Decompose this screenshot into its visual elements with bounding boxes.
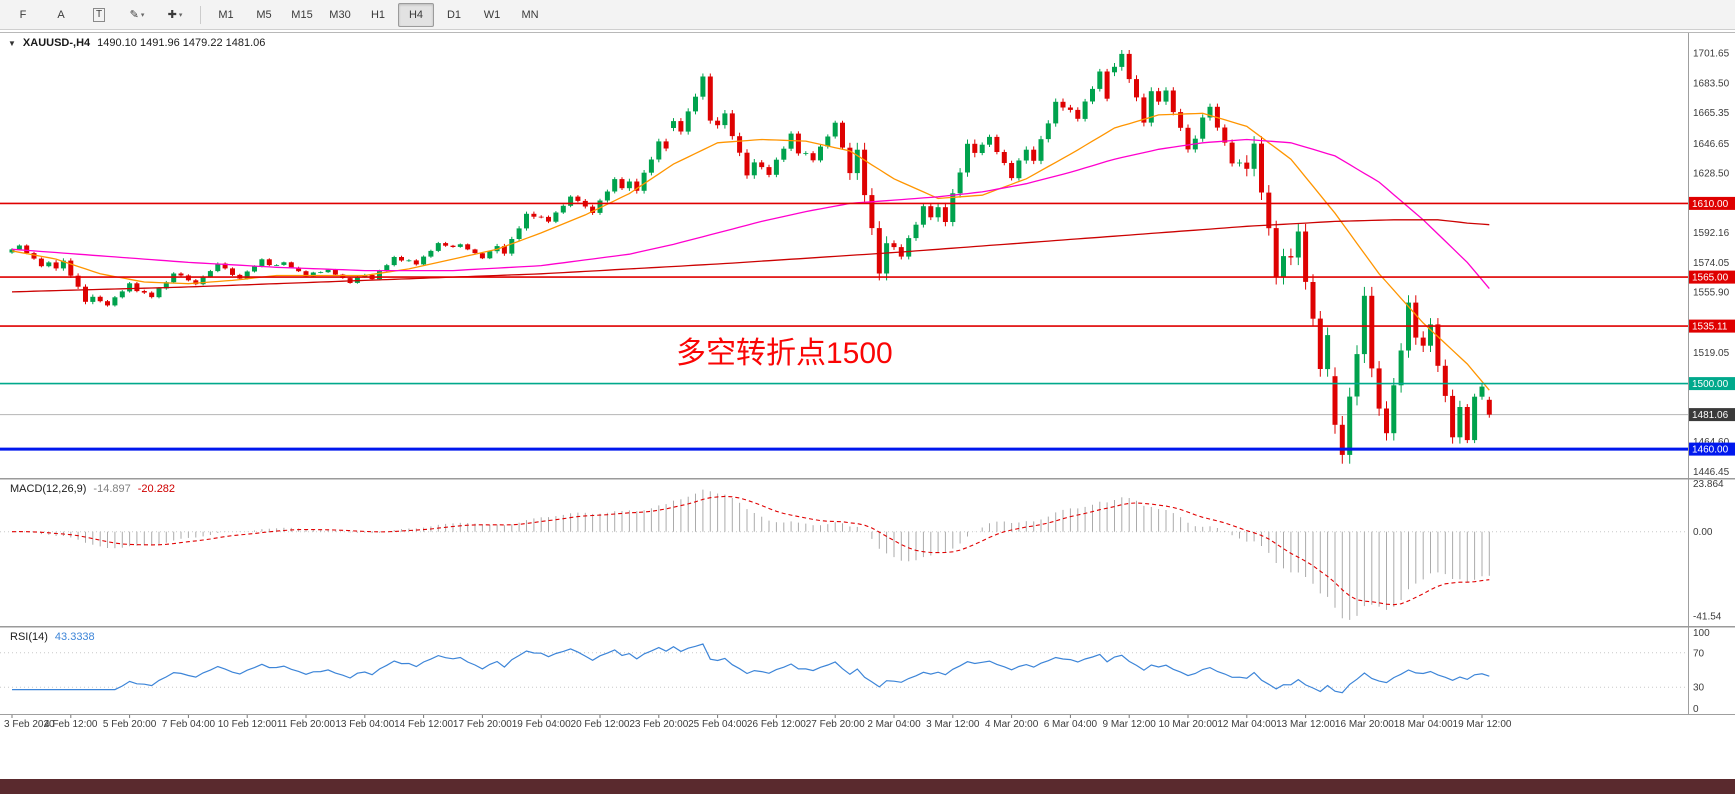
timeframe-group: M1 M5 M15 M30 H1 H4 D1 W1 MN [207,2,549,27]
toolbar-separator [200,5,201,24]
time-axis-label: 18 Mar 04:00 [1394,719,1453,730]
draw-tool-glyph: ✎ [129,9,139,21]
time-scale[interactable] [0,715,1735,731]
current-price-badge: 1481.06 [1689,408,1735,422]
price-badge-1535.11: 1535.11 [1689,319,1735,333]
timeframe-m15-button[interactable]: M15 [291,8,313,21]
text-label-tool-glyph: T [92,7,106,22]
text-label-tool[interactable]: T [81,3,117,27]
svg-text:1460.00: 1460.00 [1692,445,1729,456]
crosshair-tool[interactable]: ✚ ▾ [157,3,193,27]
timeframe-w1-button[interactable]: W1 [483,8,501,21]
svg-text:1610.00: 1610.00 [1692,199,1729,210]
macd-histogram [18,489,1490,620]
pane-separator-rsi[interactable] [0,626,1735,628]
rsi-axis-label: 30 [1693,683,1705,694]
caret-down-icon: ▾ [140,11,145,19]
text-annotation-tool[interactable]: A [43,3,79,27]
timeframe-d1-button[interactable]: D1 [446,8,462,21]
time-axis-label: 7 Feb 04:00 [162,719,216,730]
tool-group: F A T ✎ ▾ ✚ ▾ [4,3,194,27]
candles [9,50,1492,464]
timeframe-h1-button[interactable]: H1 [370,8,386,21]
time-axis-label: 2 Mar 04:00 [867,719,921,730]
svg-text:1500.00: 1500.00 [1692,379,1729,390]
time-axis-label: 20 Feb 12:00 [571,719,630,730]
timeframe-mn-button[interactable]: MN [521,8,539,21]
toolbar: F A T ✎ ▾ ✚ ▾ M1 M5 M15 M30 H1 H4 D1 W1 MN [0,0,1735,30]
time-axis-label: 10 Mar 20:00 [1159,719,1218,730]
time-axis-label: 12 Mar 04:00 [1217,719,1276,730]
macd-axis-label: 0.00 [1693,527,1713,538]
price-badge-1565.00: 1565.00 [1689,270,1735,284]
time-axis-label: 17 Feb 20:00 [453,719,512,730]
rsi-axis-label: 0 [1693,704,1699,715]
price-axis-label: 1665.35 [1693,108,1730,119]
time-axis-label: 13 Feb 04:00 [335,719,394,730]
price-axis-label: 1646.65 [1693,139,1730,150]
ma-slow-red [11,219,1490,293]
price-axis-label: 1519.05 [1693,348,1730,359]
svg-text:1565.00: 1565.00 [1692,273,1729,284]
templates-tool-glyph: F [19,8,27,21]
macd-signal-line [11,495,1490,606]
time-axis-label: 4 Feb 12:00 [44,719,98,730]
price-axis-label: 1555.90 [1693,288,1730,299]
price-chart[interactable]: 1701.65 1683.50 1665.35 1646.65 1628.50 1592.… [0,30,1735,779]
time-axis-label: 26 Feb 12:00 [747,719,806,730]
crosshair-tool-glyph: ✚ [167,9,177,21]
time-axis-label: 9 Mar 12:00 [1103,719,1157,730]
price-badge-1460.00: 1460.00 [1689,442,1735,456]
bottom-bar [0,779,1735,794]
ma-medium-magenta [11,138,1490,290]
rsi-axis-label: 70 [1693,648,1705,659]
time-axis-label: 3 Feb 2020 [4,719,55,730]
macd-axis-label: -41.54 [1693,612,1722,623]
time-axis-label: 19 Mar 12:00 [1453,719,1512,730]
price-badge-1500.00: 1500.00 [1689,377,1735,391]
svg-text:1481.06: 1481.06 [1692,410,1729,421]
templates-tool[interactable]: F [5,3,41,27]
draw-tool[interactable]: ✎ ▾ [119,3,155,27]
time-axis-label: 23 Feb 20:00 [629,719,688,730]
time-axis-label: 19 Feb 04:00 [512,719,571,730]
macd-axis-label: 23.864 [1693,479,1724,490]
svg-text:1535.11: 1535.11 [1692,322,1728,333]
price-axis-label: 1592.16 [1693,228,1730,239]
timeframe-m30-button[interactable]: M30 [329,8,351,21]
rsi-line [12,643,1490,694]
time-axis-label: 14 Feb 12:00 [394,719,453,730]
caret-down-icon: ▾ [178,11,183,19]
time-axis-label: 4 Mar 20:00 [985,719,1039,730]
time-axis-label: 16 Mar 20:00 [1335,719,1394,730]
price-axis-label: 1628.50 [1693,169,1730,180]
chart-plot-area[interactable] [0,33,1688,477]
timeframe-m5-button[interactable]: M5 [256,8,272,21]
text-annotation-tool-glyph: A [57,8,65,21]
timeframe-m1-button[interactable]: M1 [218,8,234,21]
time-axis-label: 5 Feb 20:00 [103,719,157,730]
time-axis-label: 25 Feb 04:00 [688,719,747,730]
time-axis-label: 11 Feb 20:00 [277,719,336,730]
time-axis-label: 3 Mar 12:00 [926,719,980,730]
time-axis-label: 10 Feb 12:00 [218,719,277,730]
price-badge-1610.00: 1610.00 [1689,196,1735,210]
time-axis-label: 13 Mar 12:00 [1276,719,1335,730]
time-axis-label: 6 Mar 04:00 [1044,719,1098,730]
rsi-axis-label: 100 [1693,628,1710,639]
price-scale[interactable] [1689,33,1735,714]
time-axis-label: 27 Feb 20:00 [806,719,865,730]
price-axis-label: 1574.05 [1693,258,1730,269]
pane-separator-macd[interactable] [0,478,1735,480]
price-axis-label: 1683.50 [1693,79,1730,90]
price-axis-label: 1701.65 [1693,49,1730,60]
price-axis-label: 1446.45 [1693,467,1730,478]
timeframe-h4-button[interactable]: H4 [398,2,434,27]
